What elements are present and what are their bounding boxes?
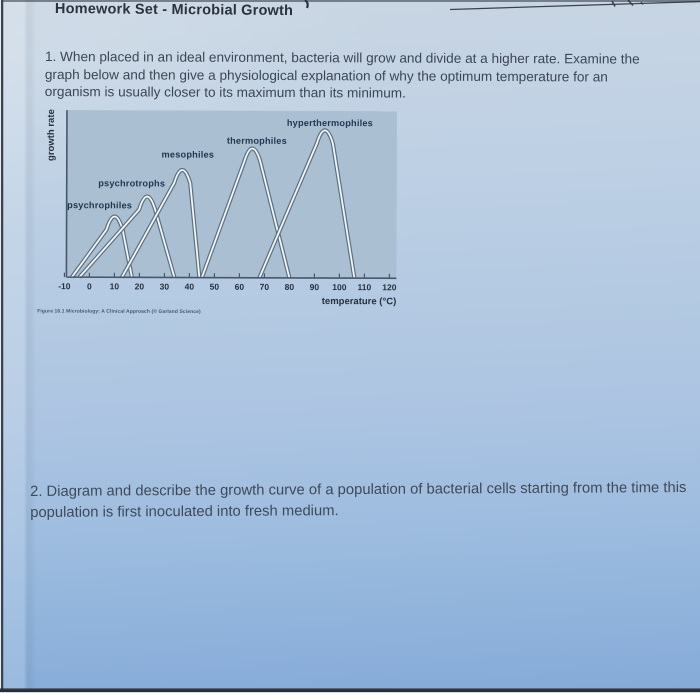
- paper-crease: [0, 0, 40, 693]
- growth-rate-vs-temperature-chart: -10 0 10 20 30 40 50 60 70 80 90 100 110 120 psychroph…: [46, 109, 397, 307]
- x-tick-label: 20: [135, 281, 145, 291]
- growth-rate-figure: -10 0 10 20 30 40 50 60 70 80 90 100 110 120 psychroph…: [29, 105, 410, 336]
- growth-curve-psychrotrophs: [78, 195, 176, 278]
- x-tick-label: 120: [382, 282, 396, 292]
- question-2: 2. Diagram and describe the growth curve…: [30, 479, 687, 521]
- x-tick-label: 0: [87, 281, 92, 291]
- photo-edge-bottom: [0, 688, 700, 693]
- y-axis-label: growth rate: [46, 109, 57, 161]
- photo-edge-top: [0, 0, 700, 2]
- x-tick-label: 40: [185, 282, 195, 292]
- y-axis: [65, 110, 68, 278]
- growth-curve-hyperthermophiles: [258, 129, 356, 279]
- curve-label-psychrophiles: psychrophiles: [67, 200, 132, 210]
- x-tick-label: 30: [160, 281, 170, 291]
- question-1: 1. When placed in an ideal environment, …: [44, 48, 640, 101]
- x-axis-label: temperature (°C): [322, 296, 397, 307]
- curve-label-thermophiles: thermophiles: [227, 136, 287, 146]
- photo-edge-left: [0, 0, 4, 693]
- curve-label-mesophiles: mesophiles: [162, 149, 215, 159]
- growth-curve-thermophiles: [201, 147, 291, 279]
- x-tick-label: 50: [210, 282, 220, 292]
- curve-label-hyperthermophiles: hyperthermophiles: [287, 118, 373, 128]
- x-tick-label: -10: [58, 281, 71, 291]
- name-blank-line: [304, 0, 700, 11]
- x-tick-label: 10: [110, 281, 120, 291]
- x-tick-label: 70: [260, 282, 270, 292]
- x-tick-label: 60: [235, 282, 245, 292]
- growth-curve-mesophiles: [121, 169, 201, 278]
- x-tick-label: 80: [285, 282, 295, 292]
- x-tick-label: 90: [310, 282, 320, 292]
- x-axis: [66, 276, 397, 280]
- figure-caption: Figure 16.1 Microbiology: A Clinical App…: [37, 308, 201, 315]
- x-tick-label: 100: [332, 282, 346, 292]
- x-tick-label: 110: [357, 282, 371, 292]
- curve-label-psychrotrophs: psychrotrophs: [98, 178, 165, 188]
